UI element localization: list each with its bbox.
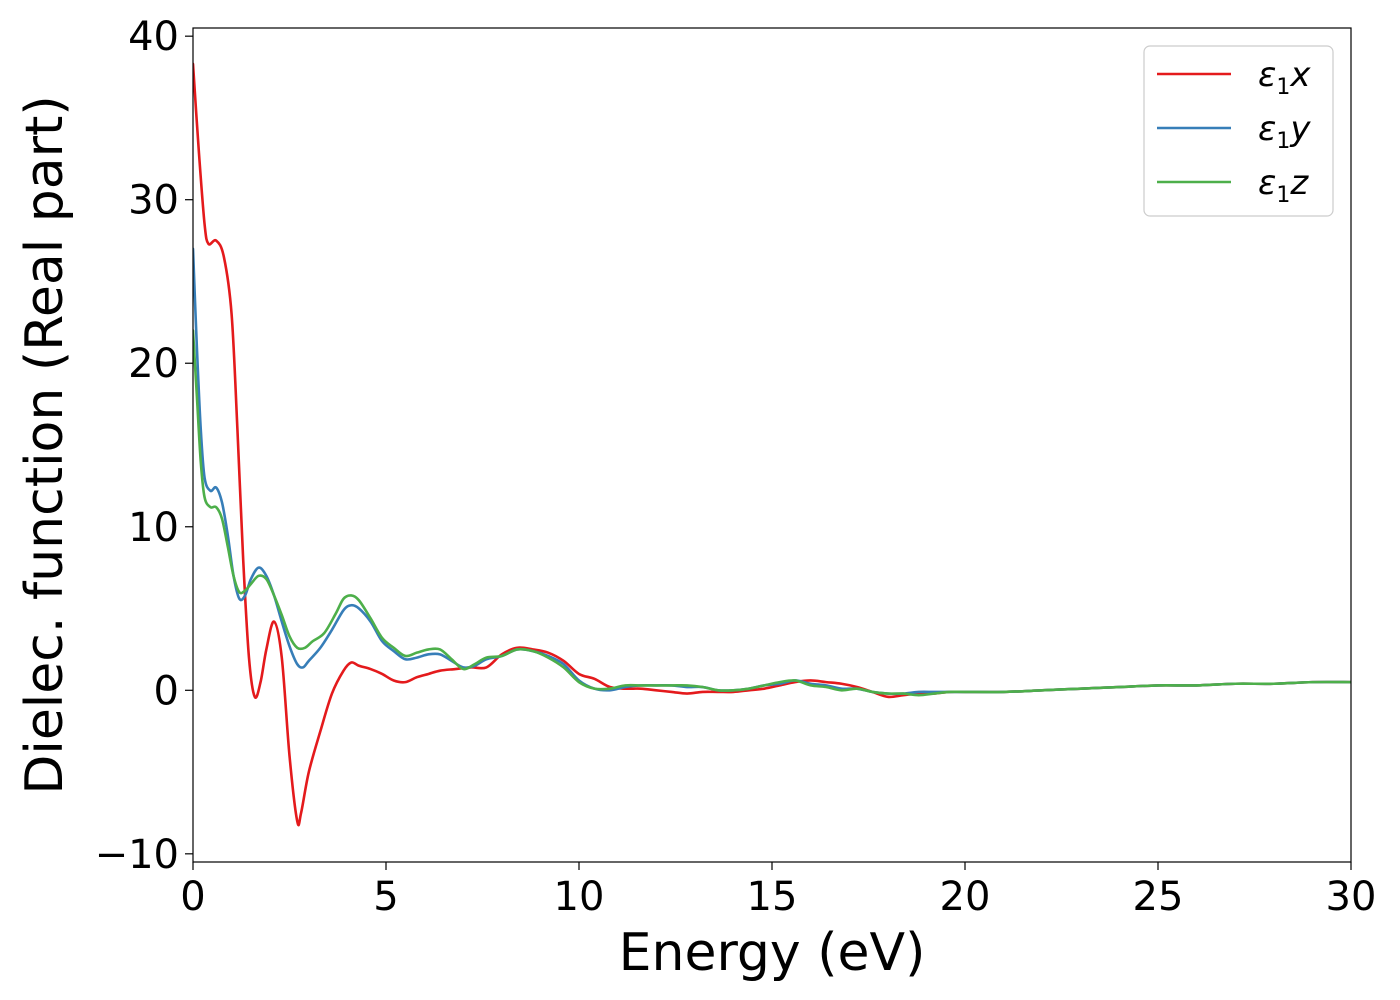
series-layer <box>193 62 1351 827</box>
legend-label-y: ε1y <box>1258 109 1311 154</box>
legend-label-x: ε1x <box>1258 55 1311 100</box>
y-tick-label: 0 <box>154 668 179 714</box>
y-tick-label: 40 <box>128 14 179 60</box>
y-tick-label: 30 <box>128 178 179 224</box>
x-tick-label: 15 <box>747 874 798 920</box>
y-tick-label: 10 <box>128 505 179 551</box>
x-axis-ticks: 0 5 10 15 20 25 30 <box>180 862 1376 920</box>
legend-label-z: ε1z <box>1258 163 1309 208</box>
y-tick-label: −10 <box>95 832 179 878</box>
x-tick-label: 30 <box>1326 874 1377 920</box>
y-axis-ticks: −10 0 10 20 30 40 <box>95 14 193 878</box>
y-axis-label: Dielec. function (Real part) <box>15 95 75 794</box>
x-tick-label: 10 <box>554 874 605 920</box>
x-tick-label: 25 <box>1133 874 1184 920</box>
series-line-z <box>193 329 1351 697</box>
x-tick-label: 20 <box>940 874 991 920</box>
x-tick-label: 5 <box>373 874 398 920</box>
x-tick-label: 0 <box>180 874 205 920</box>
x-axis-label: Energy (eV) <box>619 923 926 983</box>
legend: ε1x ε1y ε1z <box>1143 45 1334 217</box>
legend-box <box>1143 45 1334 217</box>
y-tick-label: 20 <box>128 341 179 387</box>
